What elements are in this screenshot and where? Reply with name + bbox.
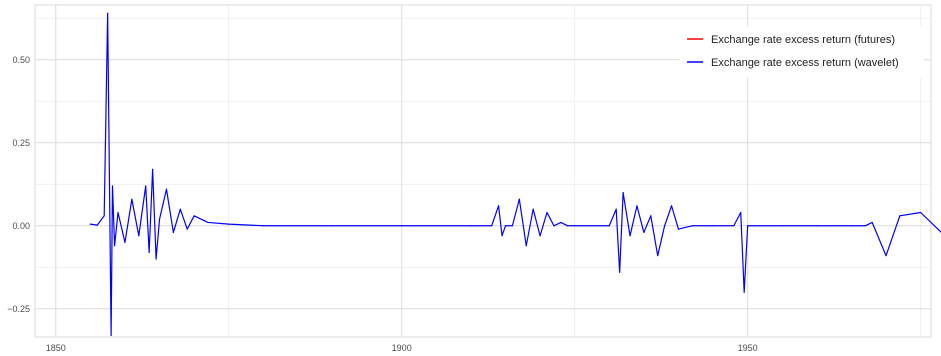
legend: Exchange rate excess return (futures) Exc… [680,26,924,78]
x-tick-label: 1850 [46,343,66,353]
y-tick-label: 0.25 [12,138,30,148]
series-2-point [470,225,472,227]
series-2-point [131,198,133,200]
series-layer [89,12,941,336]
series-2-point [629,235,631,237]
series-2-point [262,225,264,227]
series-2-point [657,255,659,257]
series-2-point [712,225,714,227]
legend-label: Exchange rate excess return (wavelet) [711,57,899,69]
series-2-point [138,235,140,237]
series-2-point [619,271,621,273]
y-tick-label: 0.00 [12,221,30,231]
series-2-point [899,215,901,217]
series-2-point [553,225,555,227]
series-2-point [615,208,617,210]
series-2-point [532,208,534,210]
series-2-point [574,225,576,227]
y-axis-ticks: −0.25 0.00 0.25 0.50 [7,55,30,314]
series-2-point [228,223,230,225]
series-2-point [165,188,168,190]
series-2-point [871,221,873,224]
series-2-point [518,198,520,200]
series-2-point [567,225,569,227]
legend-label: Exchange rate excess return (futures) [711,34,895,46]
series-2-point [155,258,157,260]
series-2-point [511,225,514,227]
series-2-point [124,241,126,243]
x-axis-ticks: 1850190019502000 [46,343,758,353]
series-2-point [401,225,403,227]
series-2-point [664,225,666,227]
y-tick-label: −0.25 [7,304,30,314]
series-2-point [885,255,887,257]
series-2-point [733,225,735,227]
series-2-point [546,211,548,214]
legend-background [680,26,924,78]
series-2-point [850,225,853,227]
series-2-point [743,291,745,293]
series-2-point [110,334,112,336]
series-2-point [113,245,116,247]
series-2-point [491,225,493,227]
series-2-point [103,215,105,217]
series-2-point [560,221,562,224]
series-2-point [172,231,174,234]
series-2-point [207,221,209,224]
series-2-point [691,225,693,227]
series-2-point [158,218,161,220]
series-2-point [608,225,610,227]
x-tick-label: 1950 [738,343,758,353]
series-2-point [622,191,624,194]
minor-gridlines [35,5,931,337]
series-2-point [504,225,507,227]
series-2-point [643,231,645,234]
series-2-point [747,225,749,227]
series-2-point [89,223,91,225]
series-2-point [525,245,527,247]
series-2-point [677,228,680,230]
series-2-point [864,225,866,227]
series-2-point [96,224,98,226]
series-2-point [152,168,154,170]
series-2-point [753,225,756,227]
series-line-2 [90,12,941,336]
series-2-point [497,205,500,207]
series-2-point [186,228,188,230]
series-2-point [740,211,742,214]
series-2-point [539,235,541,237]
series-2-point [920,211,922,214]
series-2-point [501,235,503,237]
series-2-point [107,12,109,14]
series-2-point [179,208,181,210]
series-2-point [145,185,147,187]
series-2-point [650,215,652,217]
y-tick-label: 0.50 [12,55,30,65]
series-2-point [193,215,195,217]
series-2-point [148,251,150,253]
series-2-point [816,225,818,227]
series-2-point [111,185,114,187]
series-2-point [331,225,334,227]
series-2-point [670,205,673,207]
x-tick-label: 1900 [392,343,412,353]
series-2-point [781,225,783,227]
series-2-point [117,211,119,214]
series-2-point [636,205,638,207]
